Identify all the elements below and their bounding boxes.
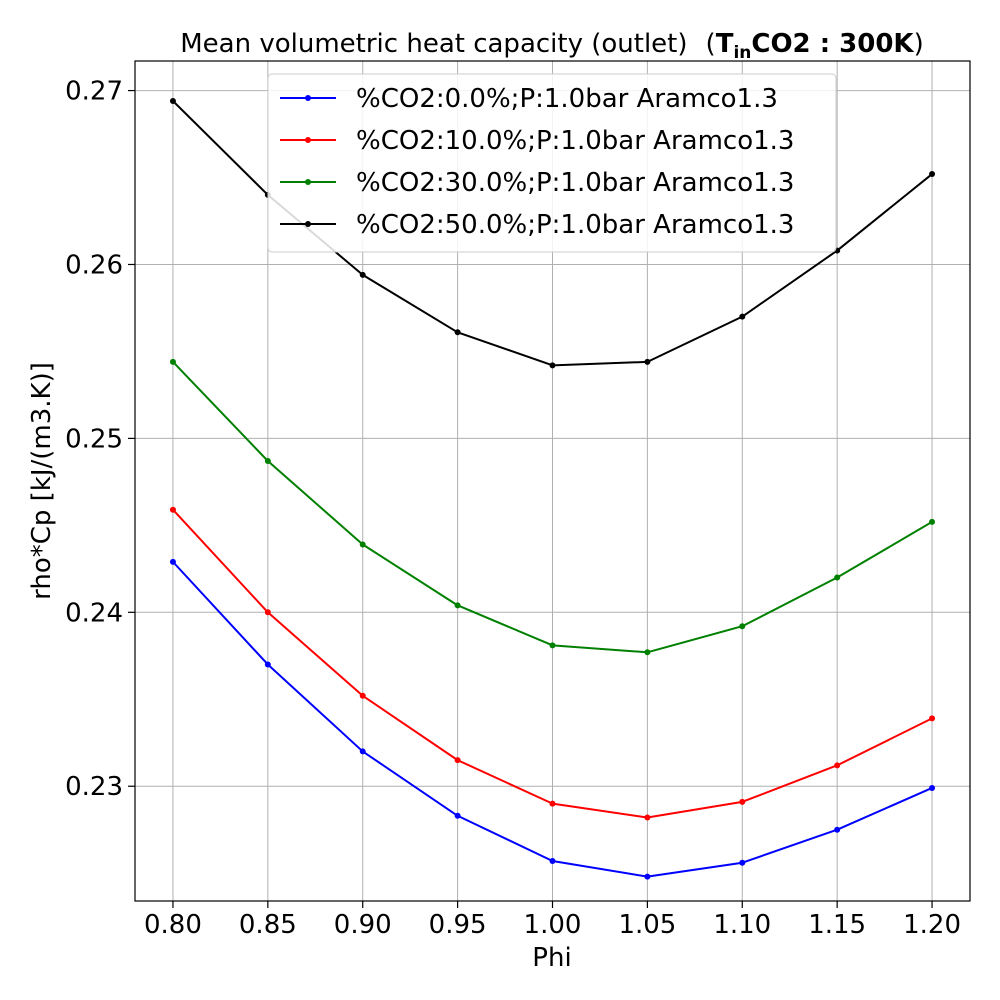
legend-box (267, 73, 837, 253)
legend-swatch-marker (305, 137, 311, 143)
axis-ticks: 0.80 0.85 0.90 0.95 1.00 1.05 1.10 1.15 1.20 0.23… (65, 77, 961, 940)
series-2 (169, 358, 936, 656)
data-point (644, 814, 651, 821)
data-point (549, 642, 556, 649)
data-point (739, 798, 746, 805)
data-point (739, 859, 746, 866)
data-point (359, 541, 366, 548)
legend-label: %CO2:0.0%;P:1.0bar Aramco1.3 (356, 84, 778, 114)
legend-entry: %CO2:50.0%;P:1.0bar Aramco1.3 (280, 210, 794, 240)
x-tick-label: 0.95 (429, 910, 487, 940)
data-point (929, 171, 936, 178)
legend-label: %CO2:10.0%;P:1.0bar Aramco1.3 (356, 126, 794, 156)
data-point (454, 812, 461, 819)
y-tick-label: 0.24 (65, 598, 123, 628)
legend-entry: %CO2:30.0%;P:1.0bar Aramco1.3 (280, 168, 794, 198)
data-point (644, 873, 651, 880)
series-0 (169, 558, 936, 880)
data-point (834, 762, 841, 769)
data-point (549, 800, 556, 807)
legend-entry: %CO2:10.0%;P:1.0bar Aramco1.3 (280, 126, 794, 156)
y-tick-label: 0.23 (65, 772, 123, 802)
legend-entry: %CO2:0.0%;P:1.0bar Aramco1.3 (280, 84, 778, 114)
x-tick-label: 1.15 (808, 910, 866, 940)
data-point (264, 609, 271, 616)
chart-title: Mean volumetric heat capacity (outlet) (T… (180, 29, 923, 63)
data-point (929, 518, 936, 525)
data-point (644, 358, 651, 365)
data-point (834, 826, 841, 833)
data-point (359, 271, 366, 278)
y-tick-label: 0.26 (65, 250, 123, 280)
x-tick-label: 0.80 (144, 910, 202, 940)
legend-swatch-marker (305, 95, 311, 101)
y-tick-label: 0.27 (65, 77, 123, 107)
data-point (169, 558, 176, 565)
series-1 (169, 506, 936, 821)
data-point (644, 649, 651, 656)
x-tick-label: 0.85 (239, 910, 297, 940)
data-point (739, 623, 746, 630)
x-tick-label: 1.00 (524, 910, 582, 940)
y-axis-label: rho*Cp [kJ/(m3.K)] (27, 362, 57, 600)
chart-title-annotation-t: T (716, 29, 734, 59)
x-tick-label: 1.05 (618, 910, 676, 940)
chart-title-annotation-bold: CO2 : 300K (751, 29, 914, 59)
chart-title-main: Mean volumetric heat capacity (outlet) (180, 29, 687, 59)
data-point (169, 506, 176, 513)
data-point (264, 458, 271, 464)
legend-swatch-marker (305, 221, 311, 227)
data-point (264, 661, 271, 668)
plot-series (169, 98, 936, 880)
legend-label: %CO2:50.0%;P:1.0bar Aramco1.3 (356, 210, 794, 240)
x-tick-label: 0.90 (334, 910, 392, 940)
x-tick-label: 1.10 (713, 910, 771, 940)
data-point (549, 858, 556, 864)
chart-title-annotation-sub: in (733, 43, 751, 63)
data-point (454, 602, 461, 609)
data-point (359, 692, 366, 699)
data-point (169, 98, 176, 104)
legend-label: %CO2:30.0%;P:1.0bar Aramco1.3 (356, 168, 794, 198)
data-point (454, 757, 461, 764)
legend: %CO2:0.0%;P:1.0bar Aramco1.3 %CO2:10.0%;P… (267, 73, 837, 253)
data-point (929, 784, 936, 791)
data-point (454, 329, 461, 336)
x-tick-label: 1.20 (903, 910, 961, 940)
data-point (359, 748, 366, 755)
data-point (549, 362, 556, 369)
data-point (834, 574, 841, 581)
legend-entries: %CO2:0.0%;P:1.0bar Aramco1.3 %CO2:10.0%;P… (280, 84, 794, 240)
legend-swatch-marker (305, 179, 311, 185)
data-point (739, 313, 746, 320)
data-point (169, 358, 176, 365)
chart-title-annotation-suffix: ) (914, 29, 924, 59)
data-point (929, 715, 936, 722)
chart-title-annotation-prefix: ( (706, 29, 716, 59)
y-tick-label: 0.25 (65, 424, 123, 454)
x-axis-label: Phi (532, 943, 571, 973)
